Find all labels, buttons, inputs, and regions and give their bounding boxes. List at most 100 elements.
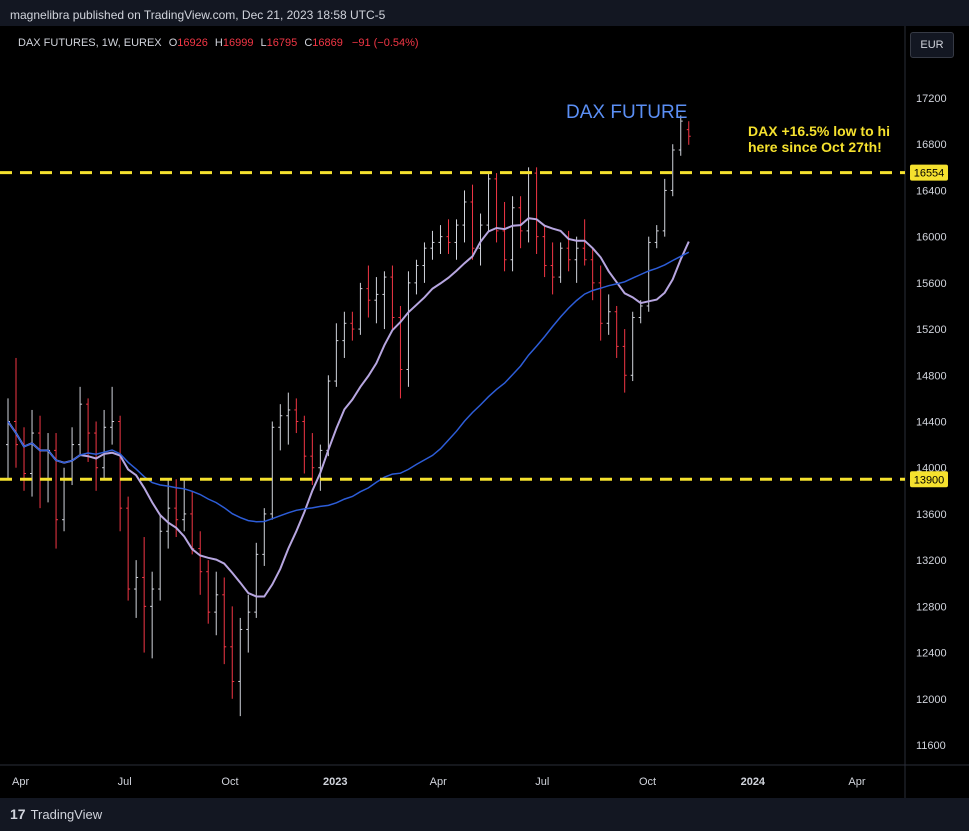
x-tick-label: Apr: [12, 776, 29, 788]
close-value: 16869: [312, 37, 343, 49]
ohlc-bar: [342, 311, 347, 358]
ohlc-bar: [126, 496, 131, 601]
ohlc-bar: [494, 173, 499, 243]
ohlc-bar: [630, 311, 635, 382]
ohlc-bar: [158, 513, 163, 601]
currency-button[interactable]: EUR: [910, 32, 954, 58]
ohlc-bar: [46, 433, 51, 503]
ohlc-bar: [590, 248, 595, 301]
ohlc-bar: [430, 230, 435, 260]
ohlc-bar: [454, 219, 459, 260]
ohlc-bar: [438, 225, 443, 254]
footer-bar: [0, 798, 969, 831]
x-tick-label: Jul: [118, 776, 132, 788]
ohlc-bar: [302, 415, 307, 474]
note-line-1: DAX +16.5% low to hi: [748, 123, 890, 139]
x-tick-label: 2023: [323, 776, 347, 788]
x-tick-label: Oct: [221, 776, 238, 788]
ohlc-bar: [662, 178, 667, 237]
ohlc-bar: [646, 236, 651, 312]
x-tick-label: Apr: [848, 776, 865, 788]
symbol-title: DAX FUTURES, 1W, EUREX: [18, 37, 162, 49]
ohlc-bar: [54, 433, 59, 549]
chart-annotation-title: DAX FUTURE: [566, 102, 688, 123]
ohlc-bar: [206, 560, 211, 624]
ohlc-bar: [270, 421, 275, 520]
y-tick-label: 13600: [916, 509, 947, 521]
ohlc-bar: [286, 392, 291, 445]
ohlc-bar: [678, 115, 683, 156]
y-tick-label: 15200: [916, 324, 947, 336]
open-label: O: [168, 37, 178, 49]
y-tick-label: 16400: [916, 185, 947, 197]
x-tick-label: 2024: [741, 776, 766, 788]
ohlc-bar: [318, 444, 323, 491]
ohlc-bar: [550, 242, 555, 295]
ohlc-bar: [110, 386, 115, 445]
chart-canvas[interactable]: 17200 16800 16400 16000 15600 15200 14800 14400…: [0, 26, 969, 798]
ohlc-bar: [102, 409, 107, 480]
ohlc-bar: [526, 167, 531, 243]
ohlc-bar: [6, 398, 10, 480]
level-price-label: 16554: [914, 168, 945, 180]
ohlc-bar: [414, 259, 419, 295]
ohlc-bar: [214, 571, 219, 636]
ohlc-bar: [686, 121, 691, 145]
y-tick-label: 12800: [916, 601, 947, 613]
open-value: 16926: [177, 37, 208, 49]
tradingview-logo[interactable]: 17 TradingView: [10, 806, 102, 822]
ohlc-bar: [470, 184, 475, 260]
ohlc-bar: [606, 294, 611, 335]
ohlc-bar: [310, 433, 315, 486]
ohlc-bar: [382, 271, 387, 330]
ohlc-bar: [118, 415, 123, 532]
y-tick-label: 13200: [916, 555, 947, 567]
ohlc-bar: [622, 329, 627, 393]
ohlc-bar: [22, 427, 27, 491]
ohlc-bar: [70, 427, 75, 486]
x-tick-label: Jul: [535, 776, 549, 788]
ohlc-bar: [670, 144, 675, 197]
ohlc-bar: [238, 617, 243, 717]
ohlc-bar: [558, 242, 563, 283]
ohlc-bar: [478, 213, 483, 266]
ohlc-bar: [486, 173, 491, 231]
close-label: C: [304, 37, 313, 49]
ohlc-bar: [462, 190, 467, 243]
ohlc-bar: [198, 531, 203, 595]
ohlc-bar: [278, 404, 283, 451]
low-label: L: [260, 37, 267, 49]
level-price-tag: [910, 471, 948, 488]
ohlc-bar: [510, 196, 515, 272]
ohlc-bar: [350, 311, 355, 341]
ohlc-bar: [582, 219, 587, 266]
ohlc-bar: [14, 357, 19, 468]
ohlc-bar: [518, 196, 523, 249]
ohlc-bar: [182, 479, 187, 532]
y-tick-label: 14800: [916, 370, 947, 382]
ohlc-bar: [254, 542, 259, 618]
high-label: H: [214, 37, 223, 49]
ohlc-bar: [222, 577, 227, 665]
ohlc-bar: [334, 323, 339, 387]
level-price-label: 13900: [914, 474, 945, 486]
ohlc-bar: [374, 277, 379, 324]
ohlc-bar: [366, 265, 371, 318]
ohlc-bar: [542, 225, 547, 278]
change-value: −91 (−0.54%): [351, 37, 419, 49]
chart-panel[interactable]: [0, 26, 969, 798]
ohlc-bar: [502, 201, 507, 272]
ohlc-bar: [62, 467, 67, 532]
note-line-2: here since Oct 27th!: [748, 139, 882, 155]
y-tick-label: 15600: [916, 278, 947, 290]
publisher-text: magnelibra published on TradingView.com,…: [10, 8, 386, 22]
high-value: 16999: [222, 37, 254, 49]
ohlc-bar: [78, 386, 83, 457]
symbol-legend: DAX FUTURES, 1W, EUREX O16926 H16999 L 16…: [18, 37, 419, 49]
ohlc-bar: [262, 508, 267, 566]
ohlc-bar: [614, 305, 619, 358]
tradingview-logo-icon: 17: [10, 806, 26, 822]
ohlc-bar: [166, 479, 171, 549]
ohlc-bar: [598, 265, 603, 341]
tradingview-brand: TradingView: [30, 806, 103, 822]
